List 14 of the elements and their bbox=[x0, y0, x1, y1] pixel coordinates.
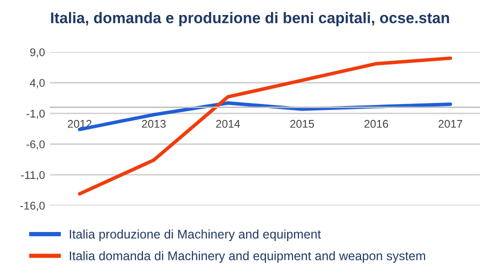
chart-title: Italia, domanda e produzione di beni capitali, ocse.stan bbox=[51, 12, 449, 26]
y-tick-label: 9,0 bbox=[30, 48, 45, 58]
y-tick-label: -16,0 bbox=[20, 202, 45, 211]
legend-label: Italia domanda di Machinery and equipment and weapon system bbox=[70, 251, 426, 263]
y-tick-label: -6,0 bbox=[26, 140, 45, 150]
y-tick-label: 4,0 bbox=[30, 79, 45, 88]
y-tick-label: -11,0 bbox=[21, 171, 45, 180]
x-tick-label: 2017 bbox=[438, 120, 462, 128]
x-tick-label: 2014 bbox=[216, 120, 240, 128]
x-tick-label: 2013 bbox=[142, 120, 166, 128]
legend-label: Italia produzione di Machinery and equipment bbox=[70, 229, 321, 242]
x-tick-label: 2015 bbox=[290, 120, 314, 128]
x-tick-label: 2016 bbox=[364, 120, 388, 128]
y-tick-label: -1,0 bbox=[26, 110, 45, 119]
